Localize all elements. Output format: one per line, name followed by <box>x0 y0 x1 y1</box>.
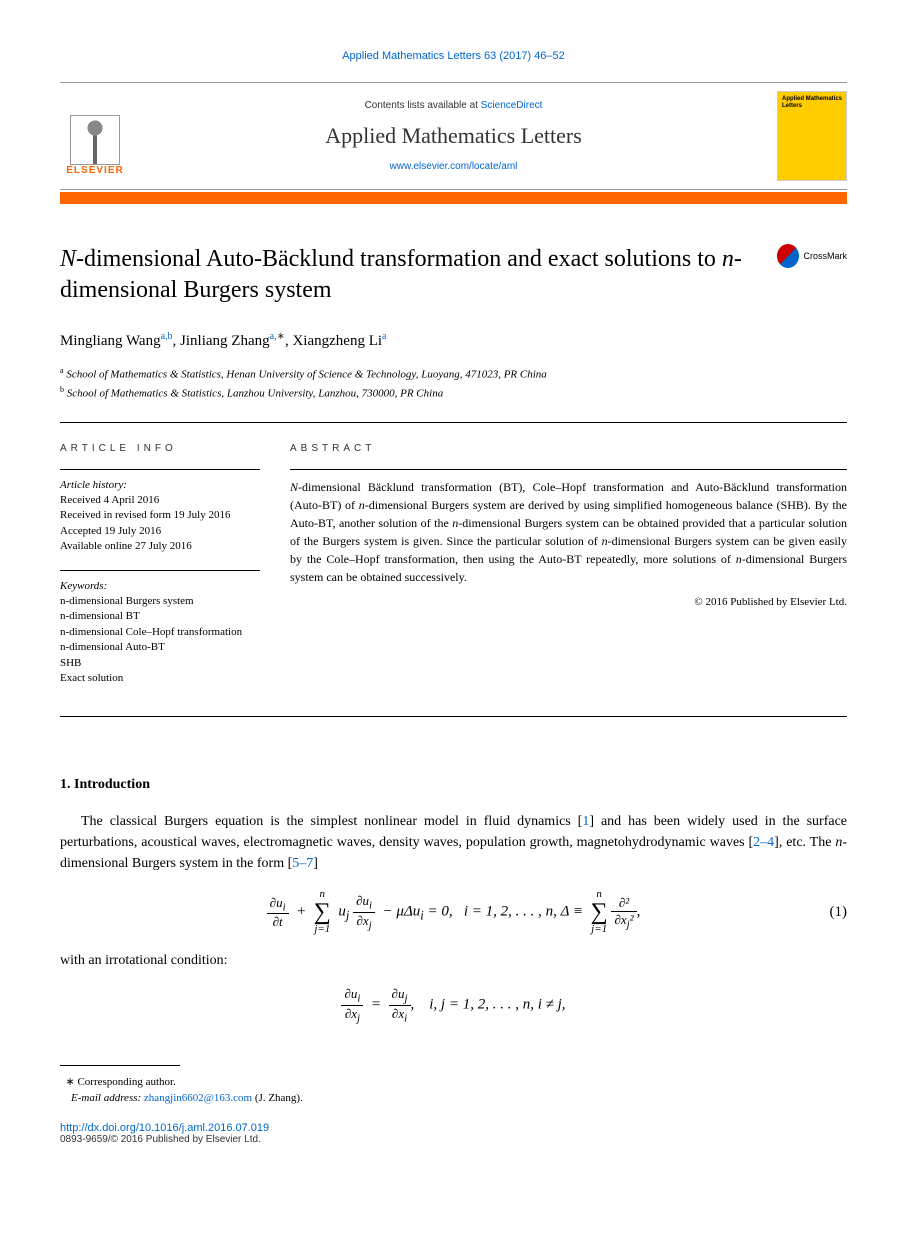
article-info-label: article info <box>60 443 260 454</box>
abstract-copyright: © 2016 Published by Elsevier Ltd. <box>290 596 847 608</box>
equation-1: ∂ui∂t + n∑j=1 uj ∂ui∂xj − μΔui = 0, i = … <box>60 889 847 935</box>
doi-link[interactable]: http://dx.doi.org/10.1016/j.aml.2016.07.… <box>60 1122 847 1134</box>
journal-cover-thumbnail: Applied Mathematics Letters <box>777 91 847 181</box>
affiliations: a School of Mathematics & Statistics, He… <box>60 365 847 401</box>
copyright-footer: 0893-9659/© 2016 Published by Elsevier L… <box>60 1134 847 1145</box>
elsevier-logo: ELSEVIER <box>60 96 130 176</box>
abstract-column: abstract N-dimensional Bäcklund transfor… <box>290 443 847 702</box>
author: Mingliang Wang <box>60 333 161 349</box>
contents-available: Contents lists available at ScienceDirec… <box>130 100 777 111</box>
ref-link[interactable]: 2–4 <box>753 835 774 850</box>
elsevier-tree-icon <box>70 115 120 165</box>
journal-header: ELSEVIER Contents lists available at Sci… <box>60 82 847 190</box>
divider <box>60 422 847 423</box>
journal-url[interactable]: www.elsevier.com/locate/aml <box>130 161 777 172</box>
section-heading: 1. Introduction <box>60 777 847 793</box>
author: Xiangzheng Li <box>292 333 382 349</box>
abstract-label: abstract <box>290 443 847 454</box>
elsevier-label: ELSEVIER <box>66 165 123 176</box>
keywords-block: Keywords: n-dimensional Burgers system n… <box>60 570 260 687</box>
abstract-text: N-dimensional Bäcklund transformation (B… <box>290 469 847 586</box>
divider <box>60 716 847 717</box>
journal-reference: Applied Mathematics Letters 63 (2017) 46… <box>60 50 847 62</box>
footnote-separator <box>60 1065 180 1066</box>
footnotes: ∗ Corresponding author. E-mail address: … <box>60 1074 847 1107</box>
sciencedirect-link[interactable]: ScienceDirect <box>481 100 543 111</box>
orange-divider <box>60 192 847 204</box>
crossmark-icon <box>777 244 799 268</box>
intro-paragraph: The classical Burgers equation is the si… <box>60 811 847 874</box>
email-link[interactable]: zhangjin6602@163.com <box>144 1092 252 1104</box>
author: Jinliang Zhang <box>180 333 270 349</box>
crossmark-badge[interactable]: CrossMark <box>777 244 847 268</box>
authors-list: Mingliang Wanga,b, Jinliang Zhanga,∗, Xi… <box>60 331 847 350</box>
equation-number: (1) <box>830 904 848 921</box>
irrotational-text: with an irrotational condition: <box>60 950 847 971</box>
article-info-column: article info Article history: Received 4… <box>60 443 260 702</box>
article-title: N-dimensional Auto-Bäcklund transformati… <box>60 244 777 306</box>
article-history: Article history: Received 4 April 2016 R… <box>60 469 260 555</box>
ref-link[interactable]: 5–7 <box>292 856 313 871</box>
journal-name: Applied Mathematics Letters <box>130 123 777 149</box>
equation-irrotational: ∂ui∂xj = ∂uj∂xi, i, j = 1, 2, . . . , n,… <box>60 986 847 1024</box>
